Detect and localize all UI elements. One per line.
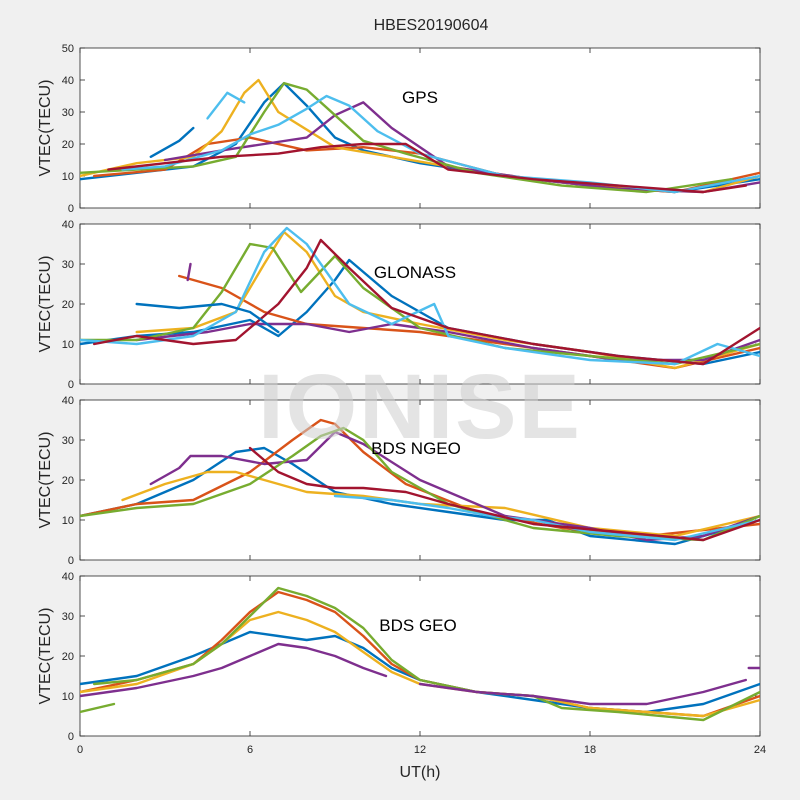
- y-tick-label: 20: [62, 475, 74, 487]
- panel-annotation: BDS GEO: [379, 616, 456, 635]
- plot-area: [79, 47, 761, 209]
- series-line-5: [80, 82, 733, 194]
- y-tick-label: 10: [62, 339, 74, 351]
- series-line-4: [80, 642, 388, 698]
- y-tick-label: 40: [62, 571, 74, 583]
- series-line-5: [80, 242, 760, 366]
- y-tick-label: 10: [62, 171, 74, 183]
- y-axis-label: VTEC(TECU): [37, 608, 54, 705]
- series-line-6: [93, 586, 760, 722]
- y-tick-label: 20: [62, 139, 74, 151]
- chart-title: HBES20190604: [374, 17, 489, 34]
- y-tick-label: 30: [62, 611, 74, 623]
- y-tick-label: 10: [62, 515, 74, 527]
- panel-annotation: GPS: [402, 88, 438, 107]
- panel-annotation: GLONASS: [374, 263, 456, 282]
- series-line-7: [107, 142, 747, 194]
- series-line-6: [80, 226, 760, 366]
- subplot-2: 0 10 20 30 40 VTEC(TECU) GLONASS: [37, 219, 761, 391]
- series-line-5: [80, 426, 760, 542]
- series-line-9: [206, 91, 246, 120]
- series-line-8: [135, 302, 280, 334]
- series-line-7: [418, 678, 747, 706]
- x-tick-label: 12: [414, 744, 426, 756]
- series-line-3: [121, 470, 760, 538]
- series-line-2: [80, 418, 760, 538]
- y-axis-label: VTEC(TECU): [37, 432, 54, 529]
- y-tick-label: 30: [62, 435, 74, 447]
- y-tick-label: 40: [62, 395, 74, 407]
- y-tick-label: 0: [68, 555, 74, 567]
- y-tick-label: 50: [62, 43, 74, 55]
- y-tick-label: 40: [62, 219, 74, 231]
- series-line-7: [248, 446, 760, 542]
- x-axis-label: UT(h): [400, 764, 441, 781]
- subplot-panels: 0 10 20 30 40 50 VTEC(TECU) GPS 0 10 20 30 40 VTEC(TE…: [37, 43, 766, 781]
- y-tick-label: 0: [68, 203, 74, 215]
- series-line-5: [80, 702, 116, 714]
- y-tick-label: 40: [62, 75, 74, 87]
- subplot-1: 0 10 20 30 40 50 VTEC(TECU) GPS: [37, 43, 761, 215]
- x-tick-label: 6: [247, 744, 253, 756]
- series-line-7: [93, 238, 760, 366]
- y-axis-label: VTEC(TECU): [37, 256, 54, 353]
- y-tick-label: 20: [62, 299, 74, 311]
- y-tick-label: 20: [62, 651, 74, 663]
- series-line-9: [186, 262, 192, 282]
- x-tick-label: 18: [584, 744, 596, 756]
- y-tick-label: 10: [62, 691, 74, 703]
- subplot-3: 0 10 20 30 40 VTEC(TECU) BDS NGEO: [37, 395, 761, 567]
- series-line-8: [149, 126, 195, 158]
- y-tick-label: 0: [68, 379, 74, 391]
- x-tick-label: 0: [77, 744, 83, 756]
- subplot-4: 0 10 20 30 40 0 6 12 18 24 VTEC(TECU) UT(h) BDS GEO: [37, 571, 766, 781]
- watermark: IONISE: [258, 356, 582, 458]
- y-tick-label: 30: [62, 259, 74, 271]
- y-tick-label: 30: [62, 107, 74, 119]
- y-tick-label: 0: [68, 731, 74, 743]
- x-tick-label: 24: [754, 744, 766, 756]
- panel-annotation: BDS NGEO: [371, 439, 461, 458]
- y-axis-label: VTEC(TECU): [37, 80, 54, 177]
- series-line-4: [163, 101, 760, 194]
